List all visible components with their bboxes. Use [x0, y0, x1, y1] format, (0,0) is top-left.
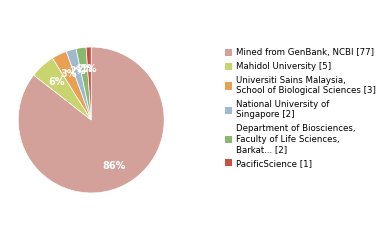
Text: 2%: 2% [76, 64, 92, 74]
Text: 6%: 6% [49, 77, 65, 87]
Wedge shape [18, 47, 164, 193]
Text: 2%: 2% [69, 66, 86, 76]
Wedge shape [66, 49, 91, 120]
Wedge shape [76, 47, 91, 120]
Text: 3%: 3% [60, 69, 77, 79]
Text: 1%: 1% [81, 64, 98, 74]
Wedge shape [52, 51, 91, 120]
Wedge shape [86, 47, 91, 120]
Legend: Mined from GenBank, NCBI [77], Mahidol University [5], Universiti Sains Malaysia: Mined from GenBank, NCBI [77], Mahidol U… [225, 48, 376, 168]
Wedge shape [34, 58, 91, 120]
Text: 86%: 86% [102, 161, 125, 171]
